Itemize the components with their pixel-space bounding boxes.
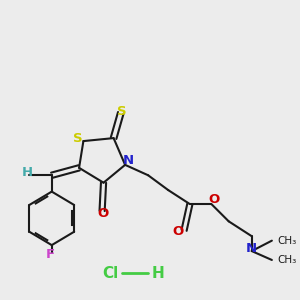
- Text: N: N: [122, 154, 134, 167]
- Text: H: H: [152, 266, 165, 281]
- Text: S: S: [117, 105, 127, 118]
- Text: CH₃: CH₃: [277, 255, 296, 265]
- Text: O: O: [172, 225, 183, 238]
- Text: O: O: [97, 207, 108, 220]
- Text: Cl: Cl: [103, 266, 119, 281]
- Text: H: H: [22, 166, 33, 179]
- Text: O: O: [209, 193, 220, 206]
- Text: CH₃: CH₃: [277, 236, 296, 246]
- Text: N: N: [246, 242, 257, 255]
- Text: S: S: [74, 132, 83, 145]
- Text: F: F: [46, 248, 55, 261]
